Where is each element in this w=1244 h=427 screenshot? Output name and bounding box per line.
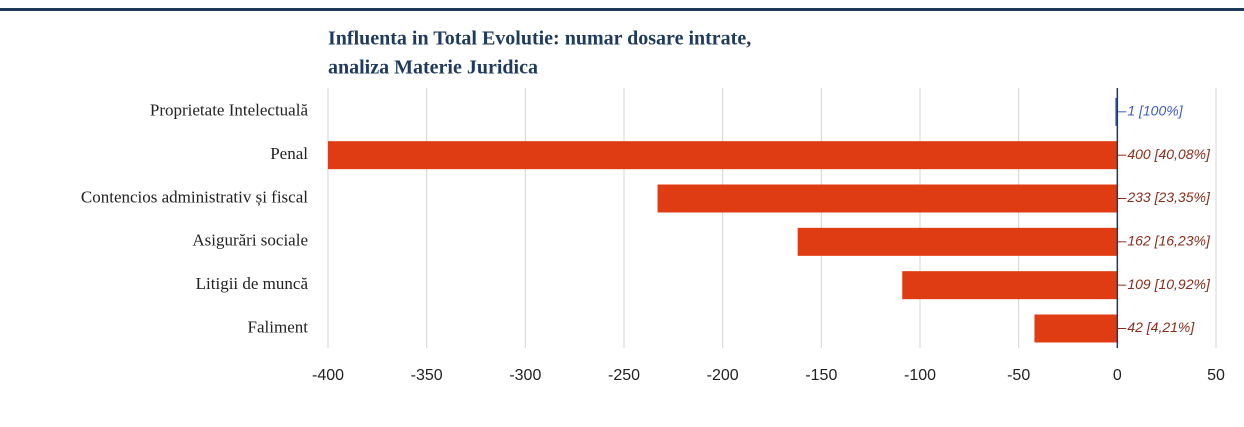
value-label: 233 [23,35%]: [1126, 189, 1211, 205]
y-tick-label: Contencios administrativ și fiscal: [81, 187, 308, 206]
bar: [797, 227, 1118, 256]
value-label: 1 [100%]: [1127, 103, 1183, 119]
value-label: 109 [10,92%]: [1127, 276, 1211, 292]
x-tick-label: 0: [1113, 367, 1122, 384]
x-tick-label: -300: [509, 367, 541, 384]
x-tick-label: -350: [411, 367, 443, 384]
bar: [902, 271, 1118, 300]
y-tick-label: Proprietate Intelectuală: [150, 101, 309, 120]
x-tick-label: -250: [608, 367, 640, 384]
y-tick-label: Faliment: [248, 317, 309, 336]
x-tick-label: -400: [312, 367, 344, 384]
top-border: [0, 8, 1244, 11]
x-tick-label: 50: [1207, 367, 1225, 384]
value-label: 162 [16,23%]: [1127, 233, 1211, 249]
chart-title: Influenta in Total Evolutie: numar dosar…: [328, 28, 751, 50]
x-tick-label: -100: [904, 367, 936, 384]
value-label: 42 [4,21%]: [1127, 319, 1195, 335]
y-tick-label: Litigii de muncă: [196, 274, 309, 293]
bar: [328, 141, 1118, 170]
bar: [657, 184, 1118, 213]
bar: [1034, 314, 1118, 343]
x-tick-label: -200: [707, 367, 739, 384]
y-tick-label: Asigurări sociale: [192, 231, 308, 250]
value-label: 400 [40,08%]: [1127, 146, 1211, 162]
chart-title: analiza Materie Juridica: [328, 57, 538, 79]
x-tick-label: -150: [805, 367, 837, 384]
y-tick-label: Penal: [270, 144, 308, 163]
bar: [1115, 97, 1118, 126]
x-tick-label: -50: [1007, 367, 1030, 384]
